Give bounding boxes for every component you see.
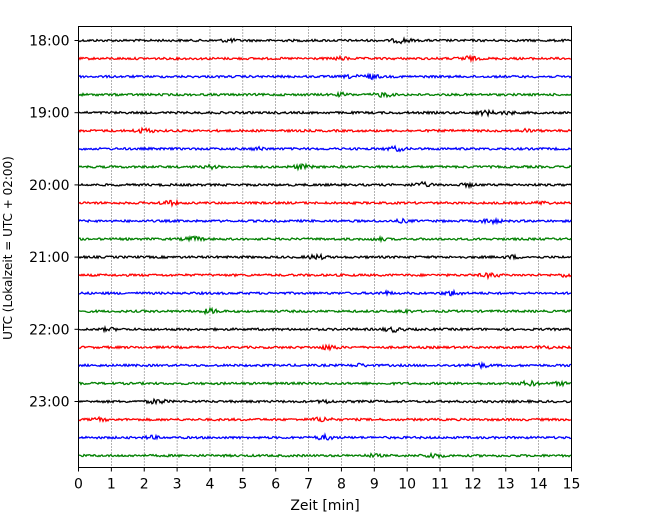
x-tick-label: 0	[74, 477, 83, 493]
y-axis-title: UTC (Lokalzeit = UTC + 02:00)	[1, 156, 15, 340]
seismic-trace	[78, 451, 572, 460]
seismic-trace	[78, 397, 572, 406]
seismic-trace	[78, 272, 572, 281]
seismic-trace	[78, 288, 572, 297]
y-tick-label: 23:00	[29, 395, 69, 411]
seismic-trace	[78, 108, 572, 118]
x-tick-label: 10	[398, 477, 416, 493]
x-tick-label: 2	[140, 477, 149, 493]
seismic-trace	[78, 306, 572, 316]
y-tick-label: 20:00	[29, 178, 69, 194]
seismic-trace	[78, 144, 572, 153]
seismic-trace	[78, 90, 572, 99]
x-tick-label: 1	[107, 477, 116, 493]
y-tick-label: 22:00	[29, 322, 69, 338]
y-tick-label: 19:00	[29, 106, 69, 122]
x-tick-label: 13	[497, 477, 515, 493]
seismic-trace	[78, 379, 572, 388]
x-tick-label: 6	[271, 477, 280, 493]
seismic-trace	[78, 343, 572, 352]
seismic-trace	[78, 216, 572, 226]
plot-frame	[78, 26, 572, 468]
x-axis-title: Zeit [min]	[290, 498, 359, 514]
seismic-trace	[78, 360, 572, 370]
x-tick-label: 7	[304, 477, 313, 493]
x-axis-ticks: 0 1 2 3 4 5 6 7 8 9 10 11 12 13 14 15	[74, 467, 581, 493]
seismic-trace	[78, 234, 572, 244]
seismic-trace	[78, 415, 572, 423]
seismic-trace	[78, 72, 572, 81]
traces	[78, 36, 572, 460]
x-tick-label: 12	[464, 477, 482, 493]
seismic-trace	[78, 126, 572, 134]
x-tick-label: 14	[530, 477, 548, 493]
y-tick-label: 21:00	[29, 250, 69, 266]
seismic-trace	[78, 252, 572, 261]
seismic-trace	[78, 324, 572, 334]
seismic-trace	[78, 432, 572, 441]
x-tick-label: 9	[370, 477, 379, 493]
seismic-trace	[78, 54, 572, 64]
x-tick-label: 8	[337, 477, 346, 493]
seismic-trace	[78, 162, 572, 172]
x-tick-label: 4	[206, 477, 215, 493]
seismic-trace	[78, 180, 572, 190]
seismic-trace	[78, 198, 572, 208]
seismic-trace	[78, 36, 572, 45]
x-tick-label: 3	[173, 477, 182, 493]
x-tick-label: 15	[563, 477, 581, 493]
x-tick-label: 11	[431, 477, 449, 493]
y-tick-label: 18:00	[29, 34, 69, 50]
x-tick-label: 5	[238, 477, 247, 493]
y-axis-ticks: 18:00 19:00 20:00 21:00 22:00 23:00	[29, 34, 79, 411]
